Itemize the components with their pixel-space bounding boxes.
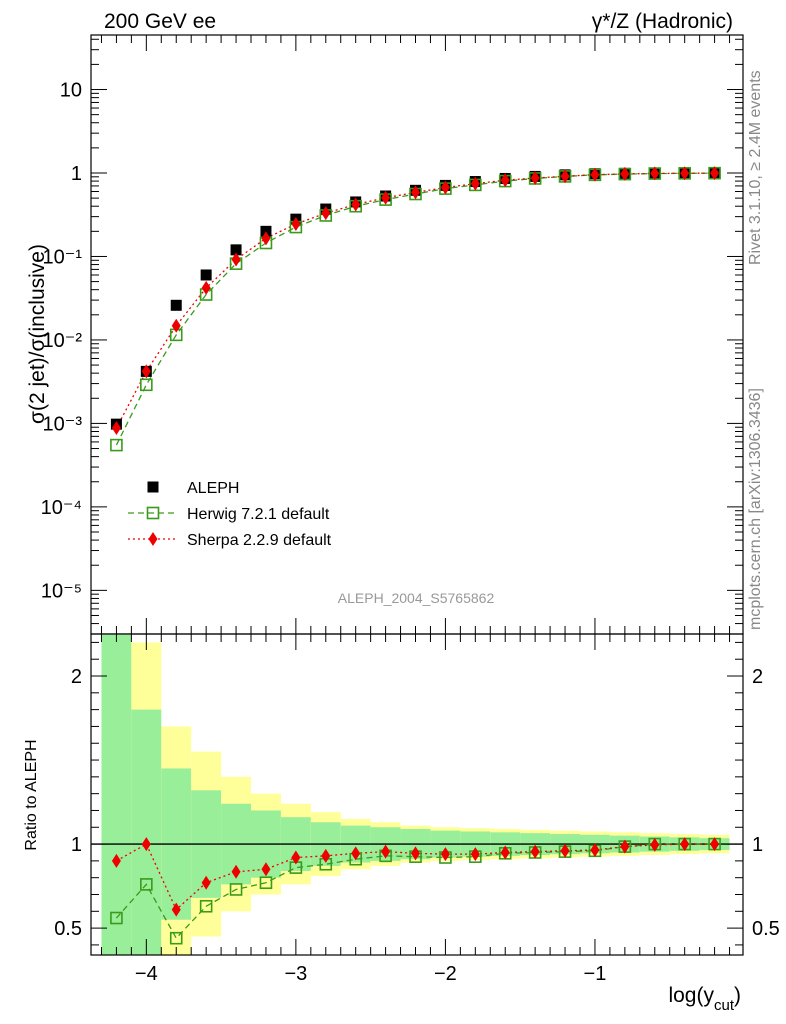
ratio-point-series-1	[171, 902, 181, 917]
main-point-series-2	[111, 421, 121, 436]
ratio-plot-frame	[90, 633, 744, 956]
main-y-tick-label: 10⁻³	[43, 413, 83, 435]
ratio-y-tick-label: 1	[71, 834, 82, 856]
ratio-point-series-1	[261, 862, 271, 877]
main-y-tick-label: 1	[71, 163, 82, 185]
main-point-series-2	[141, 364, 151, 379]
ratio-point-series-1	[590, 842, 600, 857]
main-point-series-2	[171, 318, 181, 333]
main-plot-panel: 10⁻⁵ 10⁻⁴ 10⁻³ 10⁻² 10⁻¹ 1 10 σ(2 jet)/σ(inclu…	[26, 34, 744, 635]
main-point-series-2	[381, 190, 391, 205]
main-point-series-0	[200, 269, 212, 281]
ratio-point-series-1	[530, 844, 540, 859]
ratio-point-series-1	[411, 846, 421, 861]
main-y-tick-label: 10⁻⁵	[41, 580, 82, 602]
ratio-y-tick-label: 2	[71, 666, 82, 688]
ratio-point-series-1	[351, 846, 361, 861]
ratio-point-series-1	[470, 847, 480, 862]
main-point-series-2	[321, 206, 331, 221]
x-axis-label: log(ycut)	[668, 984, 741, 1014]
ratio-series-0-line	[115, 843, 715, 940]
legend-entry-label: ALEPH	[187, 480, 239, 497]
ratio-point-series-1	[440, 847, 450, 862]
ratio-point-series-1	[201, 875, 211, 890]
x-tick-label: −1	[584, 963, 607, 985]
x-tick-label: −3	[284, 963, 307, 985]
main-point-series-0	[230, 244, 242, 256]
ratio-y-tick-label-right: 1	[752, 834, 763, 856]
legend-marker	[146, 506, 160, 520]
main-point-series-2	[440, 180, 450, 195]
ratio-point-series-0	[110, 911, 123, 925]
legend-marker	[148, 532, 158, 546]
ratio-stat-band	[131, 709, 162, 955]
ratio-point-series-1	[710, 837, 720, 852]
series-1-line	[115, 172, 715, 446]
ratio-y-axis-label: Ratio to ALEPH	[23, 739, 40, 850]
rivet-version-label: Rivet 3.1.10, ≥ 2.4M events	[747, 70, 764, 265]
main-point-series-2	[411, 185, 421, 200]
main-point-series-2	[261, 231, 271, 246]
main-y-axis-label: σ(2 jet)/σ(inclusive)	[26, 244, 49, 424]
main-point-series-2	[231, 252, 241, 267]
ratio-point-series-1	[141, 837, 151, 852]
x-tick-label: −4	[135, 963, 158, 985]
main-point-series-2	[530, 171, 540, 186]
main-point-series-2	[351, 197, 361, 212]
main-point-series-2	[201, 280, 211, 295]
ratio-y-tick-label-right: 2	[752, 666, 763, 688]
ratio-point-series-0	[140, 878, 153, 891]
ratio-point-series-0	[169, 931, 183, 945]
main-point-series-1	[140, 378, 153, 392]
mcplots-label: mcplots.cern.ch [arXiv:1306.3436]	[747, 388, 764, 630]
legend-entry-label: Herwig 7.2.1 default	[187, 506, 330, 523]
chart-title-right: γ*/Z (Hadronic)	[592, 10, 733, 33]
main-point-series-2	[500, 173, 510, 188]
legend-marker	[147, 481, 159, 493]
ratio-point-series-1	[680, 837, 690, 852]
ratio-point-series-0	[229, 883, 243, 896]
ratio-y-tick-label: 0.5	[54, 918, 82, 940]
ratio-point-series-1	[650, 837, 660, 852]
legend: ALEPH Herwig 7.2.1 default Sherpa 2.2.9 de…	[128, 480, 332, 549]
main-y-tick-label: 10	[60, 80, 82, 102]
ratio-point-series-1	[291, 850, 301, 865]
analysis-label: ALEPH_2004_S5765862	[338, 590, 495, 606]
ratio-point-series-1	[381, 844, 391, 859]
ratio-point-series-1	[560, 843, 570, 858]
ratio-point-series-0	[199, 899, 213, 913]
ratio-y-tick-label-right: 0.5	[752, 918, 780, 940]
chart-title-left: 200 GeV ee	[104, 10, 216, 33]
main-y-tick-label: 10⁻⁴	[41, 497, 82, 519]
ratio-stat-band	[101, 634, 132, 955]
main-point-series-2	[590, 167, 600, 182]
ratio-point-series-1	[620, 839, 630, 854]
ratio-point-series-1	[231, 864, 241, 879]
x-tick-label: −2	[434, 963, 457, 985]
main-point-series-2	[470, 176, 480, 191]
main-point-series-2	[650, 166, 660, 181]
ratio-point-series-1	[500, 845, 510, 860]
main-point-series-2	[291, 216, 301, 231]
ratio-point-series-1	[321, 848, 331, 863]
main-point-series-2	[680, 166, 690, 181]
main-point-series-1	[110, 438, 123, 452]
main-point-series-2	[710, 166, 720, 181]
main-y-tick-label: 10⁻²	[43, 330, 83, 352]
ratio-plot-panel: 0.5 0.5 1 1 2 2 −4 −3 −2 −1 Ratio to ALEPH log(yc…	[23, 633, 780, 1014]
ratio-point-series-0	[259, 876, 273, 890]
main-point-series-2	[560, 169, 570, 184]
main-point-series-2	[620, 166, 630, 181]
main-point-series-0	[170, 299, 182, 311]
ratio-point-series-1	[111, 853, 121, 868]
main-y-tick-label: 10⁻¹	[43, 246, 83, 268]
legend-entry-label: Sherpa 2.2.9 default	[187, 532, 332, 549]
